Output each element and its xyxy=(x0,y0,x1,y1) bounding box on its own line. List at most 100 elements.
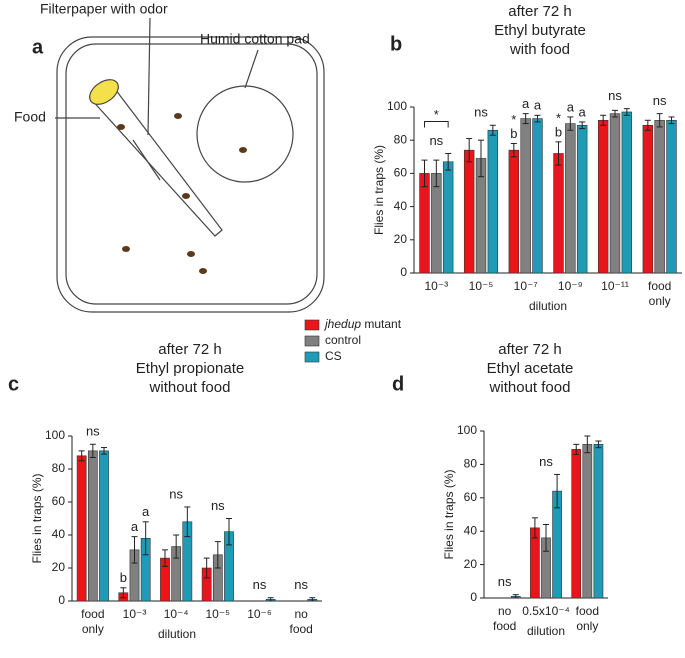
dish-inner xyxy=(65,43,318,305)
error-bar xyxy=(203,557,210,579)
error-bar xyxy=(162,549,168,567)
error-bar xyxy=(142,521,149,556)
error-bar xyxy=(573,443,580,455)
legend-swatch xyxy=(304,319,320,331)
x-tick-label: 10⁻⁹ xyxy=(558,279,583,293)
significance-label: * xyxy=(434,107,439,122)
bar xyxy=(553,153,564,274)
y-tick-label: 60 xyxy=(394,166,408,180)
fly xyxy=(182,193,190,199)
filterpaper xyxy=(132,139,161,181)
error-bar xyxy=(644,119,651,131)
fly xyxy=(187,251,195,257)
bar xyxy=(530,527,540,599)
fly xyxy=(174,113,182,119)
y-tick-label: 0 xyxy=(58,593,65,607)
y-tick-label: 100 xyxy=(45,428,65,442)
bar xyxy=(597,119,609,274)
y-tick-label: 100 xyxy=(387,99,407,113)
bar xyxy=(419,173,430,274)
significance-label: ns xyxy=(294,577,308,592)
significance-label: ns xyxy=(474,105,488,120)
significance-label: ns xyxy=(429,133,443,148)
significance-label: b xyxy=(555,124,562,139)
x-axis-label: dilution xyxy=(158,627,196,641)
error-bar xyxy=(214,541,221,569)
y-tick-label: 80 xyxy=(394,132,408,146)
y-tick-label: 40 xyxy=(52,527,66,541)
significance-label: ns xyxy=(498,574,512,589)
error-bar xyxy=(445,152,452,171)
chart-title: after 72 h xyxy=(158,341,221,358)
bar xyxy=(532,118,543,274)
error-bar xyxy=(226,518,232,546)
error-bar xyxy=(489,124,496,136)
diagram-label: Humid cotton pad xyxy=(200,31,310,47)
x-tick-label: 0.5x10⁻⁴ xyxy=(522,604,570,618)
error-bar xyxy=(309,597,316,602)
bar xyxy=(593,444,604,599)
significance-label: b xyxy=(510,126,517,141)
x-tick-label: 10⁻⁵ xyxy=(469,279,494,293)
y-tick-label: 0 xyxy=(400,265,407,279)
chart-title: without food xyxy=(149,379,231,396)
y-tick-label: 20 xyxy=(52,560,66,574)
bar xyxy=(576,124,588,274)
significance-label: ns xyxy=(539,454,553,469)
error-bar xyxy=(567,116,574,131)
error-bar xyxy=(534,114,541,123)
chart-title: Ethyl propionate xyxy=(136,360,244,377)
bar xyxy=(87,450,98,602)
error-bar xyxy=(421,159,428,188)
panel-letter: c xyxy=(8,373,19,395)
bar xyxy=(571,449,582,599)
panel-letter: d xyxy=(392,373,404,395)
x-tick-label: 10⁻⁵ xyxy=(206,607,231,621)
bar xyxy=(582,444,593,599)
bar xyxy=(565,123,576,274)
y-axis-label: Flies in traps (%) xyxy=(442,469,456,559)
error-bar xyxy=(543,524,549,552)
chart-title: Ethyl acetate xyxy=(487,360,574,377)
y-tick-label: 100 xyxy=(457,423,477,437)
error-bar xyxy=(531,517,538,539)
error-bar xyxy=(184,506,191,538)
y-tick-label: 20 xyxy=(464,557,478,571)
significance-label: b xyxy=(120,570,127,585)
error-bar xyxy=(466,138,473,163)
bar xyxy=(609,113,621,274)
x-tick-label: no food xyxy=(493,604,516,633)
x-axis-label: dilution xyxy=(527,624,565,638)
error-bar xyxy=(600,114,607,126)
y-tick-label: 40 xyxy=(394,199,408,213)
trap-tube xyxy=(89,84,223,237)
x-axis-label: dilution xyxy=(529,299,567,313)
y-axis-label: Flies in traps (%) xyxy=(372,145,386,235)
significance-label: ns xyxy=(169,486,183,501)
significance-label: ns xyxy=(608,88,622,103)
x-tick-label: 10⁻⁷ xyxy=(514,279,538,293)
x-tick-label: 10⁻³ xyxy=(123,607,147,621)
x-tick-label: food only xyxy=(648,279,671,308)
legend-label: jhedup mutant xyxy=(323,317,402,331)
error-bar xyxy=(173,534,180,559)
significance-label: ns xyxy=(211,498,225,513)
fly xyxy=(239,147,247,153)
error-bar xyxy=(120,587,127,599)
bar xyxy=(442,161,454,274)
legend-swatch xyxy=(304,335,320,347)
error-bar xyxy=(267,597,274,602)
y-tick-label: 80 xyxy=(464,457,478,471)
fly xyxy=(117,124,125,130)
flies xyxy=(117,113,247,274)
significance-label: ns xyxy=(653,93,667,108)
significance-label: a xyxy=(567,99,575,114)
significance-bracket xyxy=(424,120,449,128)
fly xyxy=(199,268,207,274)
error-bar xyxy=(131,536,138,564)
legend-label: control xyxy=(325,333,361,347)
dish-outer xyxy=(56,36,325,313)
significance-label: a xyxy=(534,98,542,113)
error-bar xyxy=(612,109,618,118)
